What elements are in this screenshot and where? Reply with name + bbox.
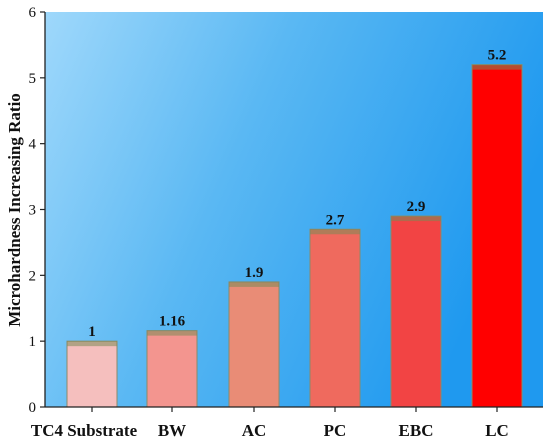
data-label: 5.2 (488, 48, 507, 64)
y-tick-label: 4 (29, 137, 37, 153)
y-tick-label: 1 (29, 334, 37, 350)
bar (146, 330, 198, 408)
x-tick-label: PC (324, 421, 347, 440)
y-axis-label: Microhardness Increasing Ratio (5, 93, 24, 327)
y-tick-label: 6 (29, 5, 37, 21)
y-tick-label: 3 (29, 203, 37, 219)
bar (228, 281, 280, 408)
bar-cap (229, 281, 279, 287)
y-ticks-group: 0 1 2 3 4 5 6 (29, 5, 45, 416)
data-label: 2.9 (407, 199, 426, 215)
bar (390, 215, 442, 408)
x-tick-label: LC (485, 421, 509, 440)
x-tick-label: BW (158, 421, 186, 440)
x-tick-label: EBC (399, 421, 434, 440)
y-tick-label: 2 (29, 268, 37, 284)
x-ticks-group: TC4 Substrate BW AC PC EBC LC (31, 407, 509, 440)
bar (471, 64, 523, 408)
x-tick-label: TC4 Substrate (31, 421, 138, 440)
bar-cap (310, 229, 360, 235)
data-labels-group: 1 1.16 1.9 2.7 2.9 5.2 (88, 48, 507, 340)
bar-cap (472, 64, 522, 70)
plot-background (45, 12, 543, 407)
bar (309, 228, 361, 408)
data-label: 1.16 (159, 314, 186, 330)
data-label: 1.9 (245, 265, 264, 281)
x-tick-label: AC (242, 421, 267, 440)
y-tick-label: 0 (29, 400, 37, 416)
data-label: 2.7 (326, 212, 345, 228)
bar-cap (147, 330, 197, 336)
bar-cap (391, 216, 441, 222)
bar (66, 340, 118, 408)
y-tick-label: 5 (29, 71, 37, 87)
bar-cap (67, 341, 117, 347)
data-label: 1 (88, 324, 96, 340)
